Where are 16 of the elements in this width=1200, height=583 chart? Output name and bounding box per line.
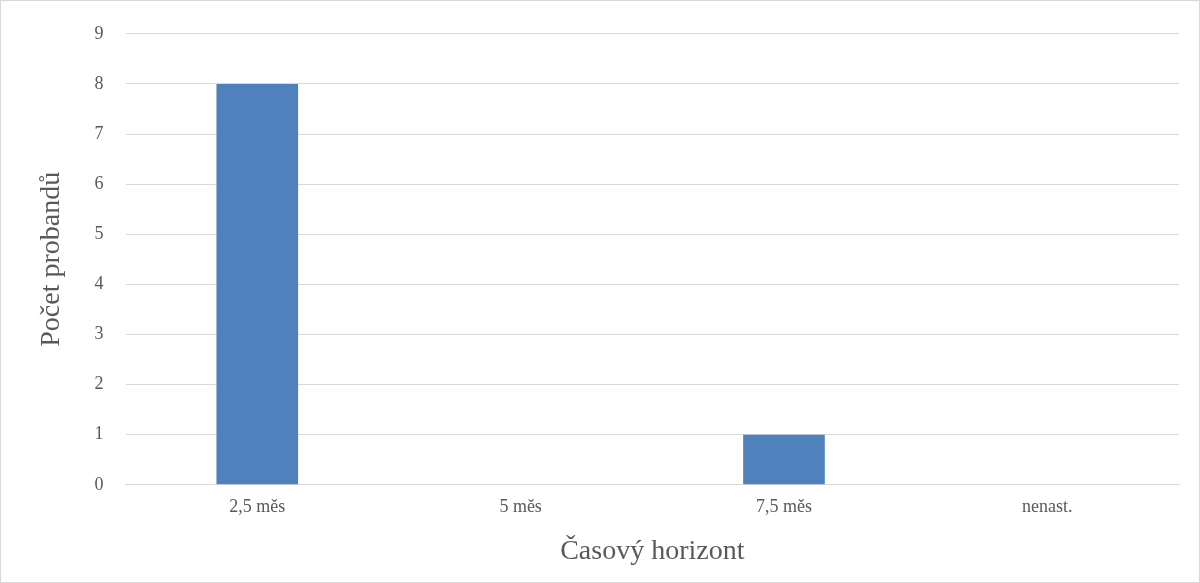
y-tick-label: 1: [94, 423, 104, 444]
y-tick-label: 4: [94, 273, 104, 294]
x-tick-label: 2,5 měs: [229, 496, 286, 517]
y-tick-label: 9: [94, 22, 104, 43]
y-tick-label: 7: [94, 122, 104, 143]
x-axis-title: Časový horizont: [560, 533, 745, 565]
y-axis-title: Počet probandů: [34, 171, 66, 347]
y-tick-label: 3: [94, 323, 104, 344]
y-tick-label: 2: [94, 373, 104, 394]
x-tick-label: nenast.: [1022, 496, 1073, 517]
y-tick-label: 5: [94, 222, 104, 243]
x-tick-label: 7,5 měs: [755, 496, 812, 517]
x-tick-label: 5 měs: [499, 496, 542, 517]
y-tick-label: 8: [94, 72, 104, 93]
y-tick-label: 6: [94, 172, 104, 193]
y-tick-label: 0: [94, 473, 104, 494]
